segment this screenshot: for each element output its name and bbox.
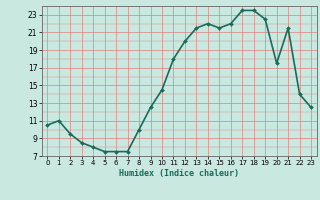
X-axis label: Humidex (Indice chaleur): Humidex (Indice chaleur) <box>119 169 239 178</box>
